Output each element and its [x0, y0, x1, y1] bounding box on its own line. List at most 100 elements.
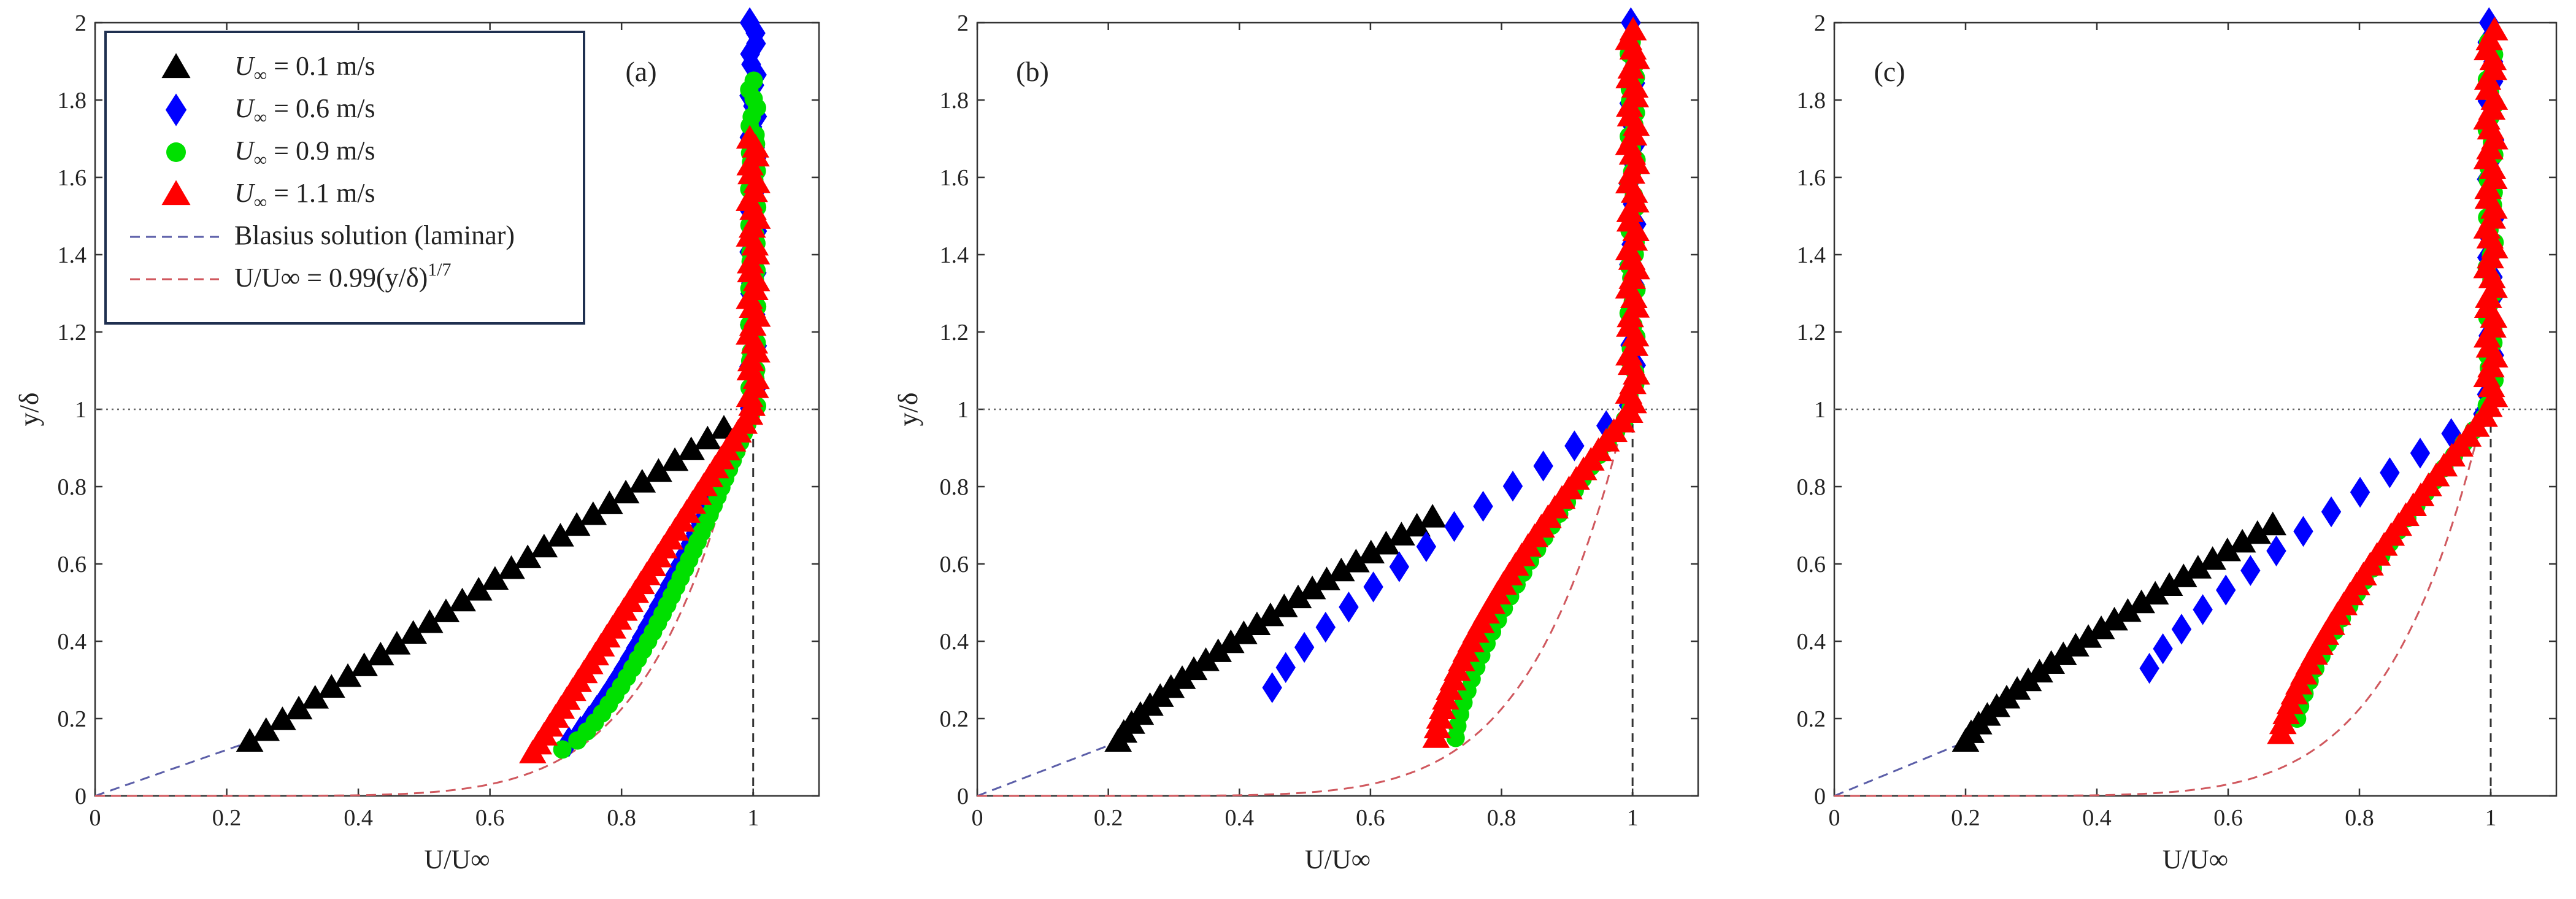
data-point — [1363, 571, 1383, 603]
series-u11 — [2267, 17, 2509, 744]
data-point — [464, 577, 493, 601]
data-point — [2049, 641, 2077, 665]
data-point — [301, 685, 329, 709]
x-tick-label: 0.2 — [1094, 805, 1123, 831]
series-u11 — [1422, 17, 1650, 748]
y-tick-label: 1.4 — [58, 242, 87, 268]
data-point — [2240, 555, 2261, 586]
y-tick-label: 2 — [1814, 10, 1826, 36]
data-point — [2155, 572, 2183, 596]
data-point — [1342, 549, 1370, 573]
y-tick-label: 1.4 — [940, 242, 969, 268]
data-point — [2169, 563, 2197, 587]
legend: U∞ = 0.1 m/s U∞ = 0.6 m/s U∞ = 0.9 m/s U∞ =… — [104, 31, 585, 325]
data-point — [383, 631, 411, 655]
y-tick-label: 1 — [1814, 397, 1826, 423]
data-point — [745, 17, 766, 49]
data-point — [1270, 593, 1298, 617]
legend-marker-u01 — [161, 53, 191, 79]
y-tick-label: 1.8 — [940, 88, 969, 114]
blasius-curve — [977, 741, 1119, 797]
x-axis-label: U/U∞ — [2163, 844, 2228, 874]
x-axis-label: U/U∞ — [1305, 844, 1371, 874]
data-point — [432, 598, 460, 622]
data-point — [1619, 17, 1647, 41]
x-tick-label: 0.6 — [1356, 805, 1385, 831]
chart-panel-2: 0 0.2 0.4 0.6 0.8 1 1.2 1.4 1.6 1.8 2 0 0.2 0.4 0.6 0.8… — [893, 7, 1699, 874]
y-tick-label: 1.2 — [1797, 320, 1826, 345]
data-point — [547, 523, 574, 547]
data-point — [739, 7, 760, 39]
data-point — [596, 490, 623, 514]
data-point — [677, 436, 706, 460]
legend-marker-u11 — [161, 180, 191, 206]
y-tick-label: 1.6 — [58, 165, 87, 191]
data-point — [1230, 620, 1258, 644]
data-point — [2259, 511, 2287, 536]
x-tick-label: 0.8 — [2345, 805, 2374, 831]
chart-panel-1: 0 0.2 0.4 0.6 0.8 1 1.2 1.4 1.6 1.8 2 0 0.2 0.4 0.6 0.8… — [14, 7, 820, 874]
data-point — [1416, 531, 1437, 562]
power-law-curve — [977, 409, 1627, 797]
data-point — [2266, 535, 2286, 567]
data-point — [1284, 584, 1312, 609]
x-tick-label: 0 — [1829, 805, 1840, 831]
data-point — [350, 652, 378, 676]
legend-label-u01: U∞ = 0.1 m/s — [234, 51, 375, 85]
x-tick-label: 0.4 — [344, 805, 373, 831]
data-point — [448, 587, 476, 612]
x-tick-label: 0.2 — [1951, 805, 1980, 831]
y-tick-label: 2 — [75, 10, 87, 36]
data-point — [1327, 557, 1355, 582]
data-point — [2141, 581, 2169, 605]
data-point — [415, 609, 444, 633]
data-point — [2153, 633, 2173, 665]
data-point — [2213, 538, 2242, 561]
x-tick-label: 1 — [2485, 805, 2497, 831]
data-point — [530, 533, 558, 558]
data-point — [2380, 457, 2400, 488]
data-point — [744, 71, 763, 90]
data-point — [1403, 512, 1431, 537]
data-point — [2193, 594, 2213, 625]
data-point — [269, 706, 296, 730]
data-point — [2216, 574, 2236, 606]
data-point — [579, 501, 607, 525]
series-u01 — [1951, 511, 2287, 752]
data-point — [2480, 17, 2509, 41]
x-axis-label: U/U∞ — [424, 844, 490, 874]
series-u11 — [519, 125, 771, 763]
x-tick-label: 0.8 — [1487, 805, 1517, 831]
y-tick-label: 0.8 — [1797, 474, 1826, 500]
x-tick-label: 1 — [1627, 805, 1639, 831]
y-tick-label: 2 — [957, 10, 969, 36]
data-point — [2228, 528, 2256, 553]
data-point — [2184, 555, 2212, 579]
y-axis-label: y/δ — [14, 393, 44, 426]
data-point — [2114, 598, 2142, 622]
y-tick-label: 0.4 — [1797, 629, 1826, 655]
x-tick-label: 0 — [972, 805, 983, 831]
y-tick-label: 1.4 — [1797, 242, 1826, 268]
data-point — [1243, 611, 1271, 635]
legend-label-power_law: U/U∞ = 0.99(y/δ)1/7 — [234, 260, 452, 293]
data-point — [2101, 606, 2128, 631]
legend-marker-u06 — [165, 93, 187, 126]
data-point — [1357, 539, 1385, 564]
data-point — [2074, 624, 2102, 648]
x-tick-label: 0 — [90, 805, 101, 831]
data-point — [399, 620, 427, 644]
data-point — [2037, 650, 2065, 674]
data-point — [1204, 638, 1232, 662]
y-tick-label: 0 — [1814, 784, 1826, 809]
data-point — [1473, 490, 1493, 522]
data-point — [612, 479, 640, 504]
y-tick-label: 1.8 — [58, 88, 87, 114]
data-point — [2441, 418, 2461, 449]
legend-marker-u09 — [166, 142, 186, 162]
data-point — [1315, 611, 1336, 643]
legend-label-u11: U∞ = 1.1 m/s — [234, 178, 375, 212]
blasius-curve — [94, 741, 250, 797]
